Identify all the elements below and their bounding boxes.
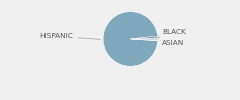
Legend: 97.4%, 1.8%, 0.9%: 97.4%, 1.8%, 0.9%: [29, 97, 138, 100]
Text: ASIAN: ASIAN: [158, 37, 184, 46]
Text: HISPANIC: HISPANIC: [39, 33, 100, 39]
Text: BLACK: BLACK: [158, 29, 186, 39]
Wedge shape: [130, 36, 158, 39]
Wedge shape: [130, 38, 158, 41]
Wedge shape: [103, 12, 158, 66]
